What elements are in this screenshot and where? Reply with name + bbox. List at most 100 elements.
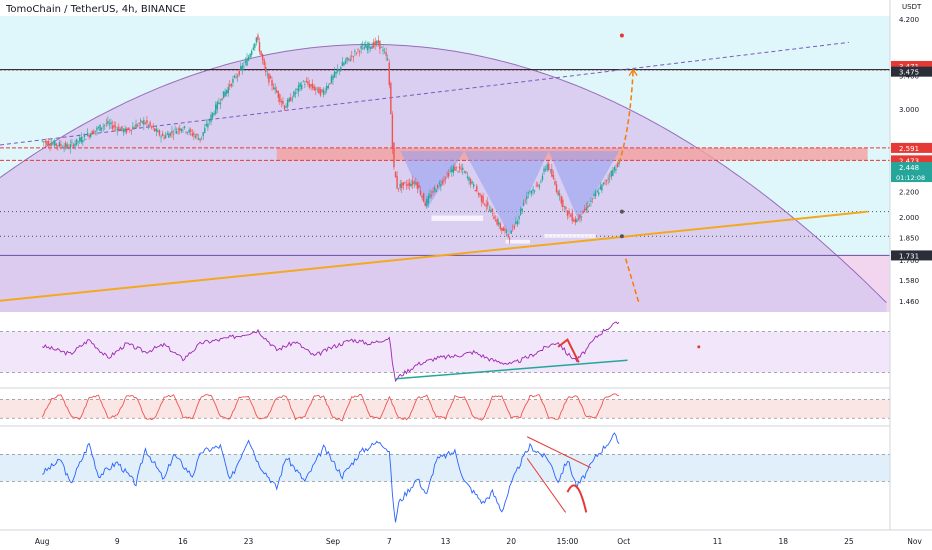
- candle-body: [341, 62, 344, 67]
- candle-body: [438, 182, 440, 184]
- candle-body: [207, 123, 209, 128]
- price-label: 3.475: [899, 69, 919, 77]
- candle-body: [424, 202, 426, 207]
- candle-body: [152, 125, 154, 128]
- candle-body: [468, 177, 470, 181]
- x-tick-label: 16: [178, 537, 188, 546]
- y-axis[interactable]: 80.0060.0040.0020.00100.000.00200.000.00…: [889, 0, 932, 550]
- candle-body: [288, 98, 290, 102]
- candle-body: [279, 94, 281, 102]
- candle-body: [249, 54, 251, 58]
- candle-body: [83, 134, 86, 137]
- candle-body: [433, 187, 436, 191]
- candle-body: [382, 49, 384, 51]
- price-label: 2.591: [899, 145, 919, 153]
- candle-body: [93, 131, 95, 134]
- candle-body: [502, 227, 505, 232]
- candle-body: [41, 140, 43, 142]
- projection-arrowhead: [628, 68, 638, 77]
- candle-body: [549, 169, 551, 171]
- candle-body: [501, 227, 503, 231]
- candle-body: [533, 190, 536, 192]
- candle-body: [194, 135, 197, 138]
- price-label: 1.731: [899, 252, 919, 260]
- candle-body: [141, 121, 143, 123]
- candle-body: [557, 191, 559, 196]
- candle-body: [518, 215, 520, 220]
- candle-body: [591, 198, 594, 200]
- candle-body: [594, 192, 597, 197]
- candle-body: [616, 163, 619, 168]
- candle-body: [488, 209, 491, 211]
- candle-body: [527, 192, 530, 194]
- candle-body: [447, 173, 450, 177]
- candle-body: [202, 132, 204, 136]
- candle-body: [598, 192, 600, 195]
- candle-body: [163, 137, 165, 139]
- candle-body: [526, 195, 528, 200]
- candle-body: [261, 54, 264, 61]
- candle-body: [494, 220, 497, 222]
- candle-body: [430, 195, 433, 197]
- candle-body: [213, 113, 215, 115]
- candle-body: [169, 132, 172, 136]
- candle-body: [427, 196, 430, 204]
- candle-body: [280, 100, 283, 103]
- candle-body: [110, 122, 112, 125]
- candle-body: [593, 193, 595, 196]
- y-tick-label: 4.200: [899, 16, 919, 24]
- candle-body: [121, 126, 123, 130]
- candle-body: [466, 176, 469, 178]
- candle-body: [54, 140, 56, 146]
- candle-body: [483, 203, 486, 206]
- candle-body: [91, 131, 93, 135]
- candle-body: [66, 144, 68, 147]
- candle-body: [208, 120, 211, 121]
- arc-line: [0, 43, 887, 303]
- candle-body: [582, 210, 584, 214]
- candle-body: [368, 42, 370, 49]
- stoch-pane[interactable]: [0, 390, 932, 436]
- candle-body: [89, 133, 92, 137]
- candle-body: [416, 182, 419, 189]
- candle-body: [124, 128, 126, 132]
- candle-body: [361, 45, 364, 46]
- candle-body: [147, 124, 150, 126]
- rsi-pane[interactable]: [0, 316, 932, 389]
- candle-body: [469, 179, 472, 185]
- candle-body: [285, 106, 287, 108]
- candle-body: [294, 92, 297, 95]
- price-label-bg: [891, 250, 932, 261]
- candle-body: [296, 88, 298, 91]
- support-trendline: [0, 210, 868, 302]
- cci-pane[interactable]: [0, 430, 932, 531]
- candle-body: [504, 228, 506, 231]
- candle-body: [43, 141, 45, 143]
- candle-body: [99, 124, 101, 132]
- candle-body: [225, 90, 228, 94]
- candle-body: [512, 229, 514, 230]
- currency-label: USDT: [902, 3, 922, 11]
- candle-body: [60, 144, 62, 146]
- candle-body: [415, 182, 417, 185]
- indicator-line: [41, 393, 620, 422]
- candle-body: [301, 84, 303, 90]
- pattern-triangle: [548, 151, 620, 221]
- candle-body: [358, 51, 361, 52]
- countdown-label: 01:12:08: [896, 174, 925, 182]
- candle-body: [210, 114, 212, 122]
- candle-body: [290, 97, 292, 102]
- candle-body: [258, 42, 261, 52]
- candle-body: [383, 51, 386, 53]
- x-axis[interactable]: Aug 9 16 23 Sep 7 13 20 15:00 Oct 11 18 25 Nov: [0, 529, 932, 546]
- candle-body: [380, 46, 383, 48]
- pane-band: [0, 331, 890, 373]
- candle-body: [422, 193, 425, 202]
- candle-body: [277, 91, 279, 98]
- candle-body: [390, 83, 392, 115]
- candle-body: [165, 135, 167, 138]
- candle-body: [498, 222, 500, 225]
- candle-body: [343, 62, 345, 66]
- candle-body: [391, 114, 394, 149]
